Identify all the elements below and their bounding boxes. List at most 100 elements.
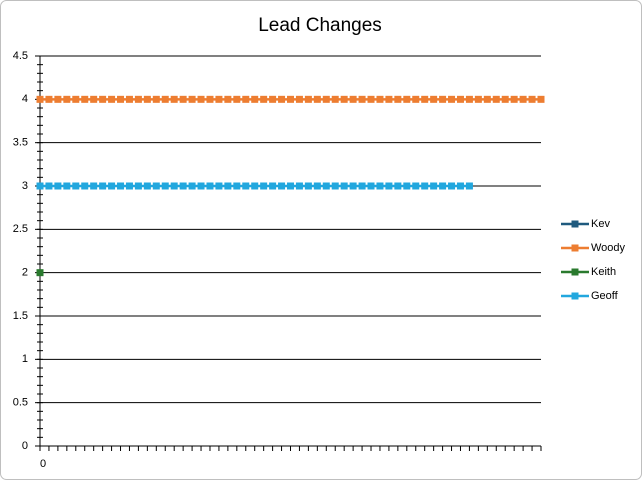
- marker: [430, 95, 438, 103]
- marker: [36, 182, 44, 190]
- chart-title: Lead Changes: [258, 15, 382, 36]
- marker: [260, 182, 268, 190]
- marker: [54, 182, 62, 190]
- marker: [188, 182, 196, 190]
- marker: [394, 182, 402, 190]
- marker: [260, 95, 268, 103]
- y-tick-label: 3: [22, 180, 28, 192]
- legend-label: Geoff: [591, 290, 619, 302]
- marker: [313, 95, 321, 103]
- marker: [63, 182, 71, 190]
- marker: [421, 95, 429, 103]
- legend-label: Keith: [591, 266, 616, 278]
- marker: [439, 182, 447, 190]
- marker: [45, 95, 53, 103]
- marker: [304, 95, 312, 103]
- marker: [537, 95, 545, 103]
- y-tick-label: 3.5: [13, 137, 28, 149]
- marker: [63, 95, 71, 103]
- marker: [385, 182, 393, 190]
- marker: [349, 182, 357, 190]
- marker: [385, 95, 393, 103]
- marker: [421, 182, 429, 190]
- marker: [278, 95, 286, 103]
- marker: [492, 95, 500, 103]
- marker: [358, 95, 366, 103]
- marker: [242, 182, 250, 190]
- marker: [197, 182, 205, 190]
- marker: [456, 95, 464, 103]
- marker: [501, 95, 509, 103]
- marker: [179, 95, 187, 103]
- marker: [224, 182, 232, 190]
- y-tick-label: 4: [22, 93, 28, 105]
- marker: [72, 95, 80, 103]
- marker: [367, 95, 375, 103]
- y-tick-label: 1.5: [13, 310, 28, 322]
- legend-marker: [571, 244, 579, 252]
- legend-marker: [571, 292, 579, 300]
- marker: [45, 182, 53, 190]
- marker: [287, 95, 294, 103]
- marker: [143, 95, 151, 103]
- marker: [108, 95, 116, 103]
- marker: [358, 182, 366, 190]
- marker: [430, 182, 438, 190]
- legend-label: Kev: [591, 218, 610, 230]
- marker: [233, 182, 241, 190]
- marker: [251, 182, 259, 190]
- marker: [376, 182, 384, 190]
- marker: [170, 182, 178, 190]
- marker: [143, 182, 151, 190]
- marker: [519, 95, 527, 103]
- marker: [72, 182, 80, 190]
- marker: [54, 95, 62, 103]
- marker: [197, 95, 205, 103]
- marker: [376, 95, 384, 103]
- marker: [331, 182, 339, 190]
- marker: [465, 95, 473, 103]
- marker: [108, 182, 116, 190]
- y-tick-label: 0: [22, 440, 28, 452]
- marker: [161, 182, 169, 190]
- marker: [322, 182, 330, 190]
- marker: [117, 182, 125, 190]
- marker: [179, 182, 187, 190]
- marker: [483, 95, 491, 103]
- marker: [206, 182, 214, 190]
- marker: [465, 182, 473, 190]
- marker: [81, 95, 89, 103]
- marker: [439, 95, 447, 103]
- marker: [152, 95, 160, 103]
- marker: [278, 182, 286, 190]
- legend-marker: [571, 268, 579, 276]
- marker: [403, 95, 411, 103]
- marker: [90, 95, 98, 103]
- y-tick-label: 2: [22, 267, 28, 279]
- y-tick-label: 4.5: [13, 50, 28, 62]
- marker: [117, 95, 125, 103]
- marker: [269, 182, 277, 190]
- marker: [474, 95, 482, 103]
- marker: [36, 95, 44, 103]
- marker: [233, 95, 241, 103]
- y-tick-label: 1: [22, 353, 28, 365]
- marker: [152, 182, 160, 190]
- marker: [448, 182, 456, 190]
- marker: [99, 182, 107, 190]
- marker: [170, 95, 178, 103]
- marker: [215, 182, 223, 190]
- marker: [340, 95, 348, 103]
- marker: [367, 182, 375, 190]
- marker: [322, 95, 330, 103]
- marker: [412, 182, 420, 190]
- marker: [125, 95, 133, 103]
- marker: [295, 95, 303, 103]
- marker: [349, 95, 357, 103]
- marker: [161, 95, 169, 103]
- marker: [287, 182, 294, 190]
- marker: [456, 182, 464, 190]
- marker: [36, 269, 44, 277]
- marker: [242, 95, 250, 103]
